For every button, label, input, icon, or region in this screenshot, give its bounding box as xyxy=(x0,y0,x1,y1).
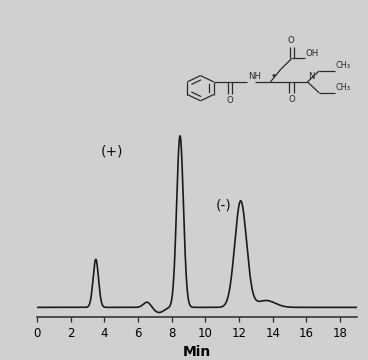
Text: O: O xyxy=(227,96,234,105)
Text: O: O xyxy=(287,36,294,45)
X-axis label: Min: Min xyxy=(183,345,211,359)
Text: O: O xyxy=(288,95,295,104)
Text: (-): (-) xyxy=(215,199,231,213)
Text: •: • xyxy=(271,71,277,81)
Text: CH₃: CH₃ xyxy=(336,61,351,70)
Text: NH: NH xyxy=(248,72,261,81)
Text: OH: OH xyxy=(305,49,318,58)
Text: N: N xyxy=(308,72,314,81)
Text: (+): (+) xyxy=(101,144,123,158)
Text: CH₃: CH₃ xyxy=(336,83,351,92)
